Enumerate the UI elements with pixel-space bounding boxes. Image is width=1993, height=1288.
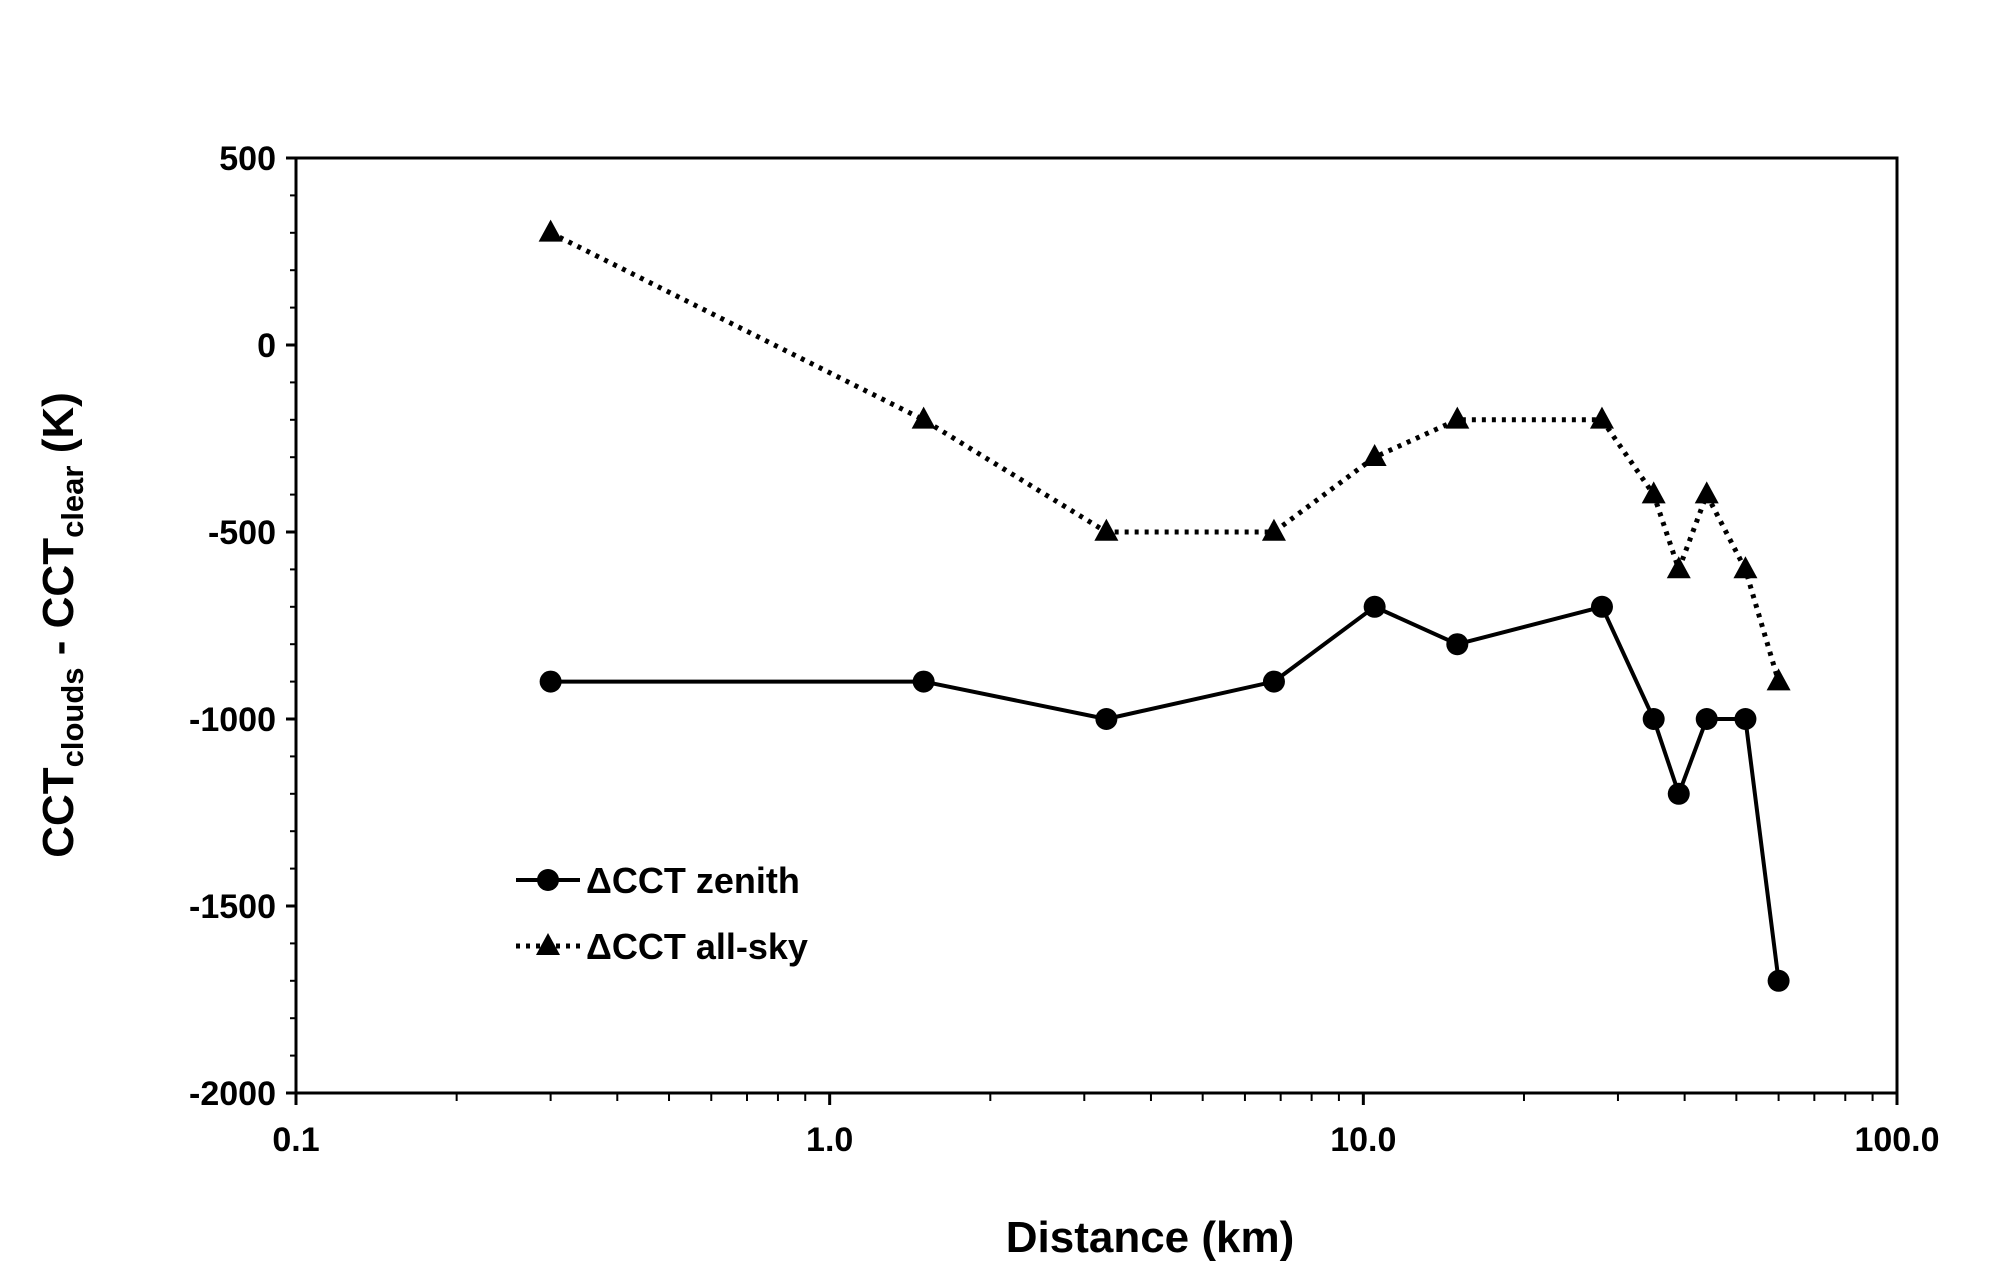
data-point-circle: [1446, 633, 1469, 656]
data-point-triangle: [1733, 556, 1758, 579]
series-line: [549, 230, 1781, 683]
data-point-circle: [1695, 708, 1718, 730]
legend-marker-circle: [537, 869, 559, 891]
x-tick-label: 100.0: [1854, 1121, 1939, 1159]
data-point-circle: [1095, 708, 1118, 730]
legend: ΔCCT zenith ΔCCT all-sky: [516, 860, 808, 967]
data-point-triangle: [911, 406, 936, 429]
series-zenith: [539, 595, 1790, 992]
y-tick-label: -1000: [189, 701, 276, 739]
data-point-triangle: [1694, 481, 1719, 504]
data-point-triangle: [1641, 481, 1666, 504]
x-tick-label: 10.0: [1330, 1121, 1396, 1159]
data-point-circle: [1734, 708, 1757, 730]
series-line: [550, 604, 1781, 982]
data-point-circle: [1262, 670, 1285, 693]
y-tick-label: 0: [257, 327, 276, 365]
y-axis-title-part: - CCT: [34, 538, 83, 668]
data-point-circle: [539, 670, 562, 693]
data-point-triangle: [1589, 406, 1614, 429]
y-axis-title-subscript: clear: [55, 466, 90, 538]
y-tick-label: -500: [208, 514, 276, 552]
data-point-circle: [1642, 708, 1665, 730]
x-axis-title: Distance (km): [1006, 1213, 1295, 1262]
legend-label: ΔCCT all-sky: [586, 926, 808, 967]
y-axis-title-part: CCT: [34, 767, 83, 858]
x-tick-label: 1.0: [806, 1121, 853, 1159]
data-point-triangle: [1362, 444, 1387, 466]
data-point-triangle: [1445, 406, 1470, 429]
series-layer: [538, 219, 1791, 992]
data-point-triangle: [538, 219, 563, 242]
data-point-circle: [1667, 782, 1690, 805]
data-point-circle: [1590, 595, 1613, 618]
y-tick-label: -1500: [189, 888, 276, 926]
data-point-circle: [912, 670, 935, 693]
axis-ticks: 500 0 -500 -1000 -1500 -2000 0.1 1.0 10.0 100.0: [189, 140, 1940, 1159]
legend-label: ΔCCT zenith: [586, 860, 800, 901]
data-point-circle: [1363, 595, 1386, 618]
data-point-circle: [1767, 969, 1790, 992]
x-tick-label: 0.1: [272, 1121, 319, 1159]
y-tick-label: -2000: [189, 1075, 276, 1113]
data-point-triangle: [1766, 668, 1791, 691]
y-tick-label: 500: [219, 140, 276, 178]
plot-area-frame: [294, 156, 1899, 1095]
data-point-triangle: [1666, 556, 1691, 579]
series-all-sky: [538, 219, 1791, 691]
legend-marker-triangle: [536, 933, 560, 955]
y-axis-title-part: (K): [34, 392, 83, 465]
data-point-triangle: [1094, 518, 1119, 541]
y-axis-title: CCTclouds - CCTclear (K): [34, 392, 90, 858]
data-point-triangle: [1261, 518, 1286, 541]
y-axis-title-subscript: clouds: [55, 667, 90, 767]
